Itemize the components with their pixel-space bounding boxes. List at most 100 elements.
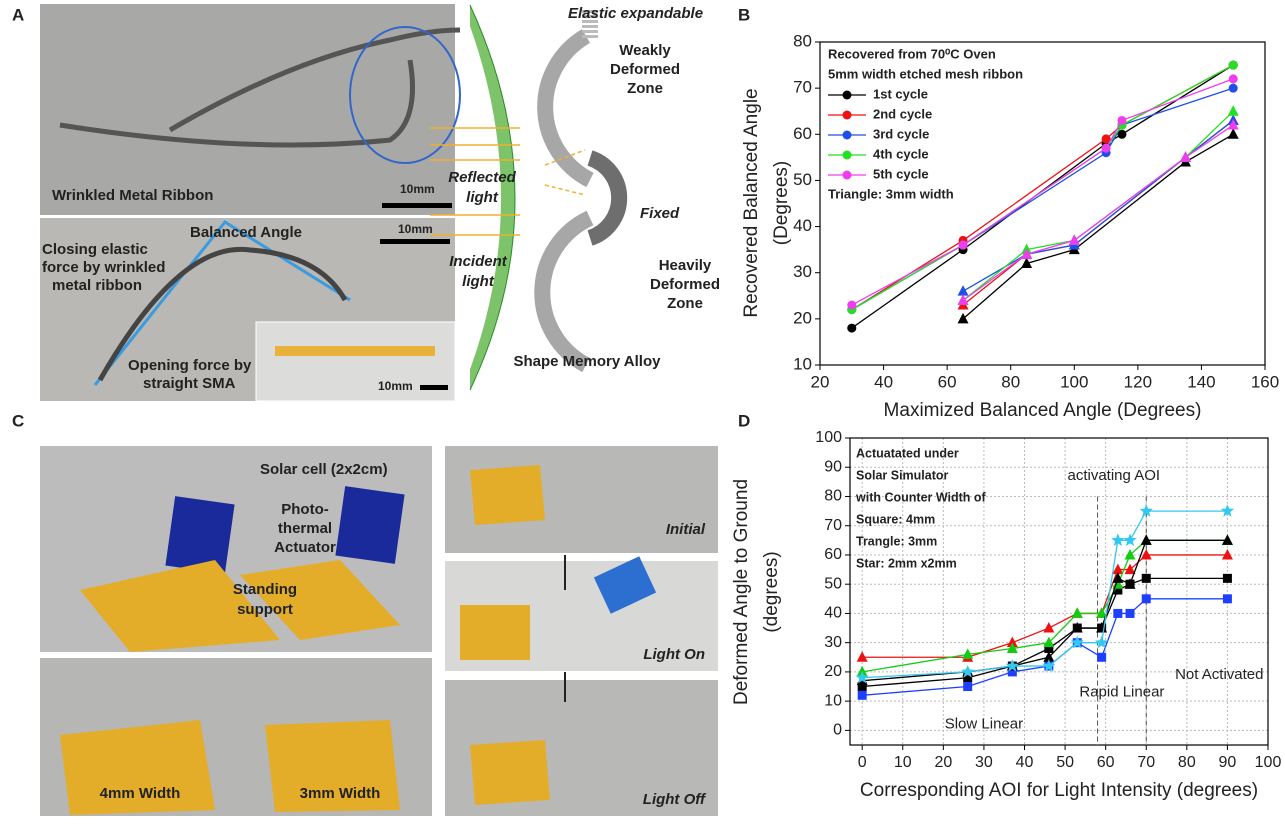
y-tick-label: 40 [824, 605, 842, 622]
label: Zone [667, 295, 703, 312]
y-tick-label: 30 [824, 634, 842, 651]
x-tick-label: 10 [894, 754, 912, 771]
y-tick-label: 40 [793, 216, 812, 235]
marker [847, 324, 856, 333]
marker [1229, 61, 1238, 70]
y-tick-label: 60 [793, 124, 812, 143]
marker [1228, 128, 1239, 139]
x-tick-label: 30 [975, 754, 993, 771]
legend-label: 2nd cycle [873, 106, 932, 121]
label: Solar cell (2x2cm) [260, 461, 388, 478]
marker [1223, 594, 1232, 603]
marker [1117, 116, 1126, 125]
legend-label: 1st cycle [873, 86, 928, 101]
strip [275, 346, 435, 356]
x-tick-label: 60 [938, 372, 957, 391]
x-tick-label: 0 [858, 754, 867, 771]
y-tick-label: 60 [824, 546, 842, 563]
label: 3mm Width [300, 785, 381, 802]
marker [1043, 622, 1054, 633]
label: Weakly [619, 42, 671, 59]
label: Shape Memory Alloy [514, 353, 662, 370]
x-tick-label: 50 [1056, 754, 1074, 771]
marker [1142, 574, 1151, 583]
annotation: Slow Linear [945, 716, 1023, 733]
label: Light On [643, 646, 705, 663]
annotation: with Counter Width of [855, 490, 987, 504]
legend-note: Triangle: 3mm width [828, 186, 954, 201]
y-axis-title: (degrees) [761, 551, 782, 632]
support [470, 740, 550, 805]
label: straight SMA [143, 375, 236, 392]
annotation: Rapid Linear [1079, 683, 1164, 700]
annotation: Solar Simulator [856, 468, 949, 482]
marker [1102, 144, 1111, 153]
x-tick-label: 80 [1178, 754, 1196, 771]
y-axis-title: Recovered Balanced Angle [741, 88, 762, 317]
annotation: activating AOI [1068, 467, 1161, 484]
x-axis-title: Corresponding AOI for Light Intensity (d… [860, 780, 1258, 801]
legend-marker [843, 151, 852, 160]
label: Incident [449, 253, 508, 270]
label: Fixed [640, 205, 680, 222]
y-tick-label: 70 [793, 78, 812, 97]
label: 4mm Width [100, 785, 181, 802]
marker [1072, 607, 1083, 618]
y-tick-label: 70 [824, 517, 842, 534]
photo [40, 4, 455, 215]
label: Light Off [643, 791, 707, 808]
marker [1223, 574, 1232, 583]
x-axis-title: Maximized Balanced Angle (Degrees) [884, 400, 1202, 421]
legend-label: 4th cycle [873, 146, 929, 161]
marker [1097, 653, 1106, 662]
marker [1141, 534, 1152, 545]
plot-frame [850, 438, 1268, 745]
y-axis-title: (Degrees) [771, 161, 792, 245]
marker [1123, 533, 1136, 546]
figure: A B C D Wrinkled Metal Ribbon 10mm 10mm … [0, 0, 1285, 826]
label: Reflected [448, 169, 516, 186]
label: light [466, 189, 499, 206]
legend-title: Recovered from 70⁰C Oven [828, 46, 996, 61]
x-tick-label: 20 [934, 754, 952, 771]
y-tick-label: 80 [824, 488, 842, 505]
x-tick-label: 20 [811, 372, 830, 391]
label: Deformed [650, 276, 720, 293]
x-tick-label: 40 [1016, 754, 1034, 771]
label: Closing elastic [42, 241, 148, 258]
x-tick-label: 100 [1060, 372, 1088, 391]
label: Balanced Angle [190, 224, 302, 241]
label: thermal [278, 520, 332, 537]
label: Elastic expandable [568, 5, 703, 22]
marker [1126, 609, 1135, 618]
marker [858, 691, 867, 700]
y-tick-label: 50 [793, 170, 812, 189]
y-tick-label: 80 [793, 31, 812, 50]
marker [958, 313, 969, 324]
y-tick-label: 10 [824, 692, 842, 709]
page: A B C D Wrinkled Metal Ribbon 10mm 10mm … [0, 0, 1285, 826]
x-tick-label: 140 [1187, 372, 1215, 391]
legend-marker [843, 91, 852, 100]
legend-title: 5mm width etched mesh ribbon [828, 66, 1023, 81]
label: light [462, 273, 495, 290]
x-tick-label: 160 [1251, 372, 1279, 391]
marker [963, 682, 972, 691]
y-tick-label: 20 [824, 663, 842, 680]
series-line [862, 555, 1227, 657]
solar-cell [335, 486, 404, 564]
y-tick-label: 20 [793, 308, 812, 327]
scale: 10mm [398, 222, 433, 236]
marker [1069, 234, 1080, 245]
legend-marker [843, 111, 852, 120]
solar-cell [165, 496, 234, 574]
marker [847, 301, 856, 310]
marker [958, 294, 969, 305]
label: Opening force by [128, 357, 252, 374]
y-tick-label: 50 [824, 575, 842, 592]
label: Heavily [659, 257, 712, 274]
label: Zone [627, 80, 663, 97]
x-tick-label: 80 [1001, 372, 1020, 391]
weak-zone [545, 36, 590, 180]
marker [857, 651, 868, 662]
